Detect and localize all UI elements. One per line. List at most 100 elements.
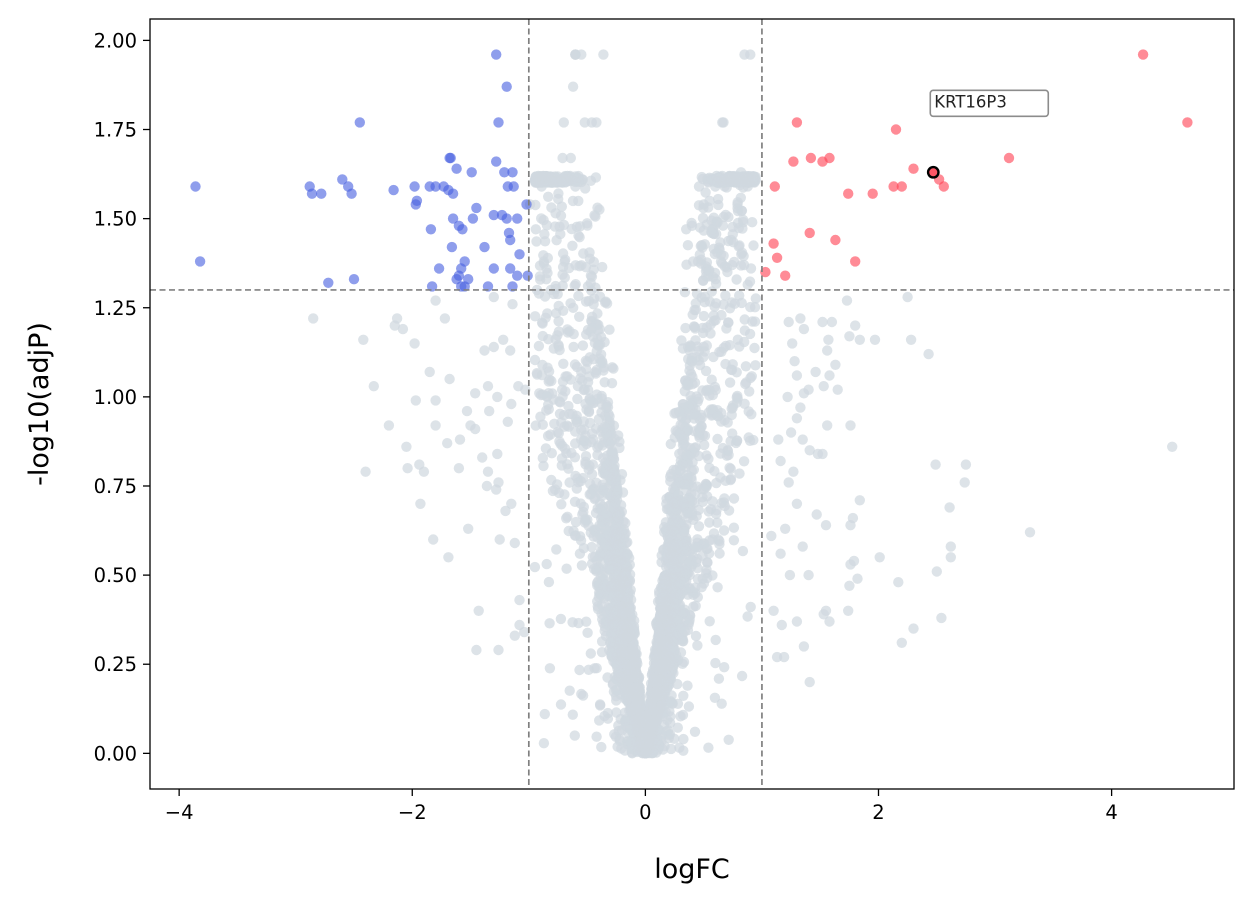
ns-point: [719, 662, 730, 673]
ns-point: [783, 316, 794, 328]
ns-point: [622, 561, 633, 572]
ns-point: [585, 488, 597, 500]
ns-point: [563, 400, 574, 412]
ns-point: [570, 49, 581, 60]
down-point: [388, 184, 399, 196]
ns-point: [709, 692, 721, 703]
down-point: [354, 117, 365, 128]
gene-annotation: KRT16P3: [929, 89, 1050, 118]
ns-point: [617, 572, 628, 584]
ns-point: [573, 290, 584, 302]
scatter-points: [190, 49, 1193, 759]
ns-point: [748, 173, 760, 185]
ns-point: [607, 446, 618, 457]
ns-point: [611, 494, 623, 505]
ns-point: [607, 362, 618, 373]
ns-point: [666, 690, 677, 701]
down-point: [466, 167, 477, 178]
ns-point: [719, 261, 731, 272]
ns-point: [659, 579, 670, 590]
ns-point: [592, 603, 604, 615]
ns-point: [745, 601, 756, 613]
ns-point: [619, 716, 631, 727]
ns-point: [601, 428, 612, 439]
ns-point: [567, 617, 578, 628]
ns-point: [591, 346, 602, 357]
ns-point: [1024, 527, 1036, 538]
ns-point: [710, 657, 721, 669]
ns-point: [712, 411, 724, 422]
down-point: [410, 199, 421, 210]
ns-point: [716, 698, 727, 709]
ns-point: [701, 481, 712, 492]
ns-point: [688, 256, 699, 267]
ns-point: [585, 175, 597, 186]
ns-point: [580, 451, 592, 462]
ns-point: [687, 309, 698, 320]
down-point: [463, 274, 474, 285]
ns-point: [740, 361, 752, 372]
down-point: [467, 213, 479, 224]
ns-point: [663, 729, 675, 741]
ns-point: [665, 438, 676, 450]
ns-point: [538, 738, 550, 749]
ns-point: [716, 309, 727, 321]
ns-point: [465, 420, 476, 431]
ns-point: [698, 341, 709, 352]
ns-point: [543, 334, 554, 345]
up-point: [1137, 49, 1149, 60]
ns-point: [581, 616, 592, 627]
ns-point: [712, 433, 723, 445]
ns-point: [506, 498, 517, 509]
ns-point: [620, 619, 631, 630]
ns-point: [571, 417, 583, 428]
ns-point: [658, 544, 670, 555]
ns-point: [401, 441, 412, 452]
ns-point: [723, 734, 734, 745]
up-point: [769, 181, 780, 192]
ns-point: [908, 623, 919, 634]
annotation-box: [929, 89, 1050, 118]
ns-point: [731, 274, 742, 285]
ns-point: [557, 152, 568, 164]
ns-point: [562, 459, 573, 470]
ns-point: [611, 659, 622, 671]
ns-point: [820, 520, 832, 531]
ns-point: [575, 535, 587, 546]
ns-point: [724, 377, 736, 388]
ns-point: [610, 529, 622, 540]
ns-point: [539, 708, 550, 720]
ns-point: [698, 199, 709, 210]
ns-point: [738, 259, 750, 271]
ns-point: [718, 497, 730, 508]
ns-point: [531, 236, 542, 247]
ns-point: [686, 495, 698, 507]
ns-point: [703, 742, 714, 753]
ns-point: [586, 311, 598, 322]
ns-point: [576, 560, 588, 571]
ns-point: [715, 237, 726, 248]
ns-point: [679, 626, 690, 637]
ns-point: [531, 284, 543, 296]
highlight-point: [926, 165, 940, 179]
ns-point: [617, 647, 628, 658]
ns-point: [471, 644, 482, 656]
ns-point: [795, 402, 806, 413]
ns-point: [960, 459, 972, 470]
ns-point: [544, 618, 555, 629]
ns-point: [604, 324, 615, 335]
ns-point: [611, 695, 622, 706]
ns-point: [443, 552, 454, 563]
ns-point: [669, 572, 680, 584]
y-tick-label: 1.75: [94, 119, 137, 142]
y-axis-ticks: 0.00 0.25 0.50 0.75 1.00 1.25 1.50 1.75 2.00: [94, 29, 150, 765]
ns-point: [557, 440, 568, 452]
down-point: [457, 224, 468, 235]
ns-point: [944, 502, 955, 513]
ns-point: [679, 607, 690, 618]
ns-point: [678, 690, 689, 701]
ns-point: [505, 345, 516, 356]
ns-point: [558, 305, 569, 316]
ns-point: [689, 321, 700, 333]
ns-point: [492, 391, 503, 403]
